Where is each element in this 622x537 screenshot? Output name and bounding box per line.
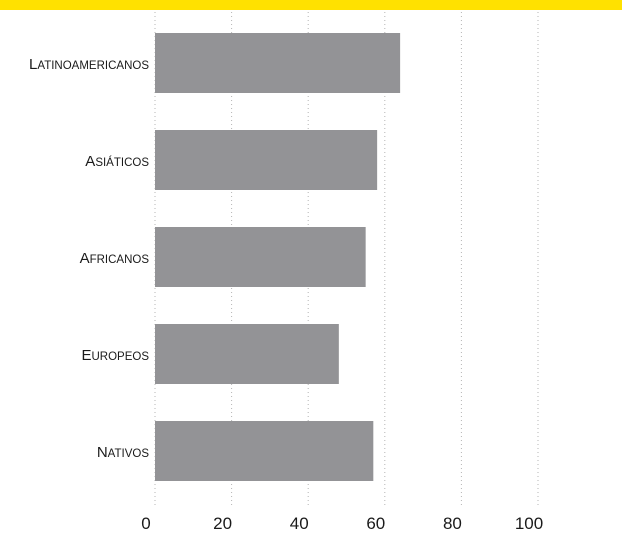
category-label: NATIVOS <box>97 444 149 461</box>
x-tick-label: 0 <box>141 514 150 532</box>
x-tick-label: 100 <box>515 514 543 532</box>
x-tick-label: 20 <box>213 514 232 532</box>
category-label: ASIÁTICOS <box>85 153 149 170</box>
top-accent-band <box>0 0 622 10</box>
bar-africanos <box>155 227 366 287</box>
x-tick-label: 60 <box>366 514 385 532</box>
x-axis-tick-labels: 0 20 40 60 80 100 <box>141 514 543 533</box>
bar-asiaticos <box>155 130 378 190</box>
category-label: AFRICANOS <box>80 250 150 267</box>
x-tick-label: 80 <box>443 514 462 532</box>
category-label: LATINOAMERICANOS <box>29 56 149 73</box>
bar-europeos <box>155 324 339 384</box>
bars <box>155 33 401 481</box>
category-labels: LATINOAMERICANOS ASIÁTICOS AFRICANOS EUROPE… <box>29 56 149 461</box>
x-tick-label: 40 <box>290 514 309 532</box>
bar-latinoamericanos <box>155 33 401 93</box>
bar-nativos <box>155 421 374 481</box>
category-label: EUROPEOS <box>81 347 149 364</box>
